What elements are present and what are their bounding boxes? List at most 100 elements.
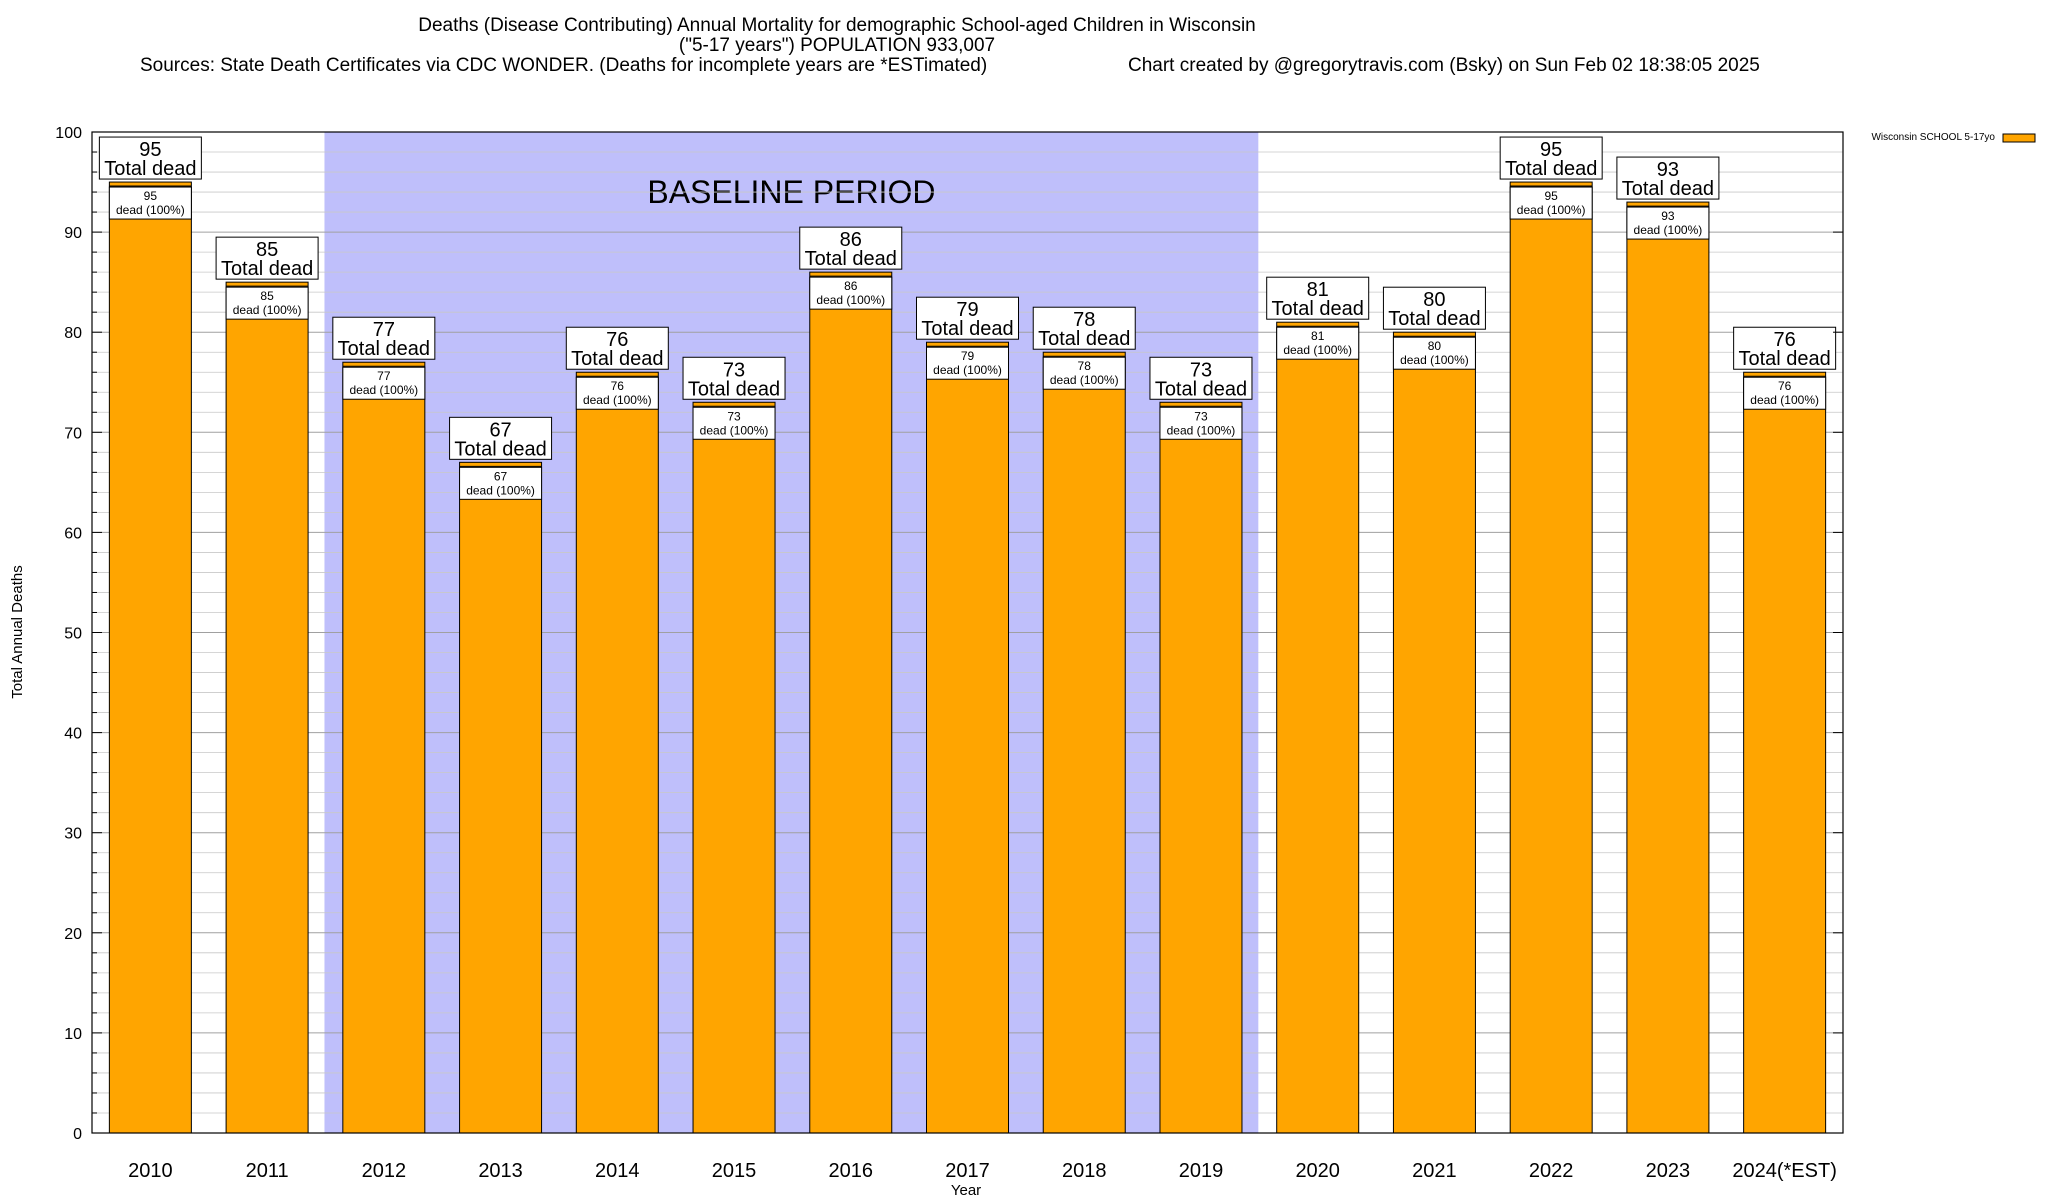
segment-percent-label: dead (100%) <box>700 423 769 437</box>
total-value-label: 79 <box>956 299 978 321</box>
y-tick-label: 0 <box>73 1126 82 1143</box>
total-dead-label: Total dead <box>1038 328 1130 350</box>
segment-percent-label: dead (100%) <box>1167 423 1236 437</box>
total-value-label: 76 <box>1774 329 1796 351</box>
segment-count-label: 67 <box>494 469 508 483</box>
segment-count-label: 93 <box>1661 209 1675 223</box>
total-dead-label: Total dead <box>1155 378 1247 400</box>
total-label-box <box>682 356 786 400</box>
x-tick-label: 2022 <box>1529 1160 1574 1182</box>
bar <box>1509 181 1593 1134</box>
total-label-box <box>1382 286 1486 330</box>
segment-percent-label: dead (100%) <box>1050 373 1119 387</box>
y-tick-label: 40 <box>64 726 82 743</box>
segment-label-box <box>459 466 543 500</box>
total-value-label: 78 <box>1073 309 1095 331</box>
segment-percent-label: dead (100%) <box>233 303 302 317</box>
segment-percent-label: dead (100%) <box>816 293 885 307</box>
x-tick-label: 2024(*EST) <box>1732 1160 1837 1182</box>
bar <box>1042 351 1126 1134</box>
total-label-box <box>332 316 436 360</box>
segment-label-box <box>1743 376 1827 410</box>
total-label-box <box>799 226 903 270</box>
segment-percent-label: dead (100%) <box>933 363 1002 377</box>
segment-label-box <box>926 346 1009 380</box>
total-label-box <box>1149 356 1253 400</box>
segment-count-label: 95 <box>1544 189 1558 203</box>
segment-label-box <box>809 276 893 310</box>
total-value-label: 93 <box>1657 159 1679 181</box>
bar <box>1159 401 1243 1134</box>
total-value-label: 85 <box>256 239 278 261</box>
y-tick-label: 10 <box>64 1026 82 1043</box>
x-tick-label: 2012 <box>362 1160 407 1182</box>
total-label-box <box>215 236 319 280</box>
segment-percent-label: dead (100%) <box>1634 223 1703 237</box>
total-value-label: 77 <box>373 319 395 341</box>
segment-percent-label: dead (100%) <box>583 393 652 407</box>
bar <box>1626 201 1710 1134</box>
bar <box>108 181 192 1134</box>
total-dead-label: Total dead <box>1388 308 1480 330</box>
x-tick-label: 2021 <box>1412 1160 1457 1182</box>
total-value-label: 81 <box>1307 279 1329 301</box>
bar <box>926 341 1009 1134</box>
segment-label-box <box>1509 186 1593 220</box>
segment-label-box <box>1159 406 1243 440</box>
y-axis-title: Total Annual Deaths <box>9 565 26 698</box>
x-tick-label: 2015 <box>712 1160 757 1182</box>
total-label-box <box>449 416 553 460</box>
total-dead-label: Total dead <box>338 338 430 360</box>
total-dead-label: Total dead <box>104 158 196 180</box>
bar <box>575 371 659 1134</box>
x-tick-label: 2016 <box>829 1160 874 1182</box>
y-tick-label: 20 <box>64 926 82 943</box>
segment-label-box <box>1626 206 1710 240</box>
bar <box>225 281 309 1134</box>
segment-percent-label: dead (100%) <box>116 203 185 217</box>
segment-label-box <box>575 376 659 410</box>
total-value-label: 95 <box>139 139 161 161</box>
y-tick-label: 90 <box>64 225 82 242</box>
total-value-label: 95 <box>1540 139 1562 161</box>
total-value-label: 73 <box>723 359 745 381</box>
bar <box>1743 371 1827 1134</box>
y-tick-label: 50 <box>64 626 82 643</box>
segment-percent-label: dead (100%) <box>1283 343 1352 357</box>
legend-swatch <box>2002 133 2036 143</box>
segment-label-box <box>225 286 309 320</box>
total-value-label: 76 <box>606 329 628 351</box>
total-label-box <box>1616 156 1720 200</box>
total-dead-label: Total dead <box>805 248 897 270</box>
y-tick-label: 60 <box>64 525 82 542</box>
total-value-label: 80 <box>1423 289 1445 311</box>
x-axis-title: Year <box>951 1182 981 1199</box>
x-tick-label: 2011 <box>246 1160 289 1182</box>
segment-percent-label: dead (100%) <box>1750 393 1819 407</box>
total-label-box <box>565 326 669 370</box>
total-label-box <box>1499 136 1603 180</box>
total-dead-label: Total dead <box>1505 158 1597 180</box>
segment-count-label: 77 <box>377 369 391 383</box>
segment-count-label: 73 <box>1194 409 1208 423</box>
x-tick-label: 2017 <box>945 1160 990 1182</box>
total-value-label: 73 <box>1190 359 1212 381</box>
segment-count-label: 95 <box>144 189 158 203</box>
x-tick-label: 2019 <box>1179 1160 1224 1182</box>
total-dead-label: Total dead <box>688 378 780 400</box>
total-dead-label: Total dead <box>921 318 1013 340</box>
segment-label-box <box>1276 326 1360 360</box>
bar <box>1392 331 1476 1134</box>
segment-count-label: 79 <box>961 349 975 363</box>
segment-label-box <box>342 366 426 400</box>
total-label-box <box>916 296 1019 340</box>
total-label-box <box>1032 306 1136 350</box>
chart-credit: Chart created by @gregorytravis.com (Bsk… <box>1128 55 1760 76</box>
y-tick-label: 100 <box>55 125 82 142</box>
total-dead-label: Total dead <box>454 438 546 460</box>
segment-count-label: 81 <box>1311 329 1325 343</box>
segment-count-label: 73 <box>727 409 741 423</box>
y-tick-label: 30 <box>64 826 82 843</box>
segment-label-box <box>692 406 776 440</box>
